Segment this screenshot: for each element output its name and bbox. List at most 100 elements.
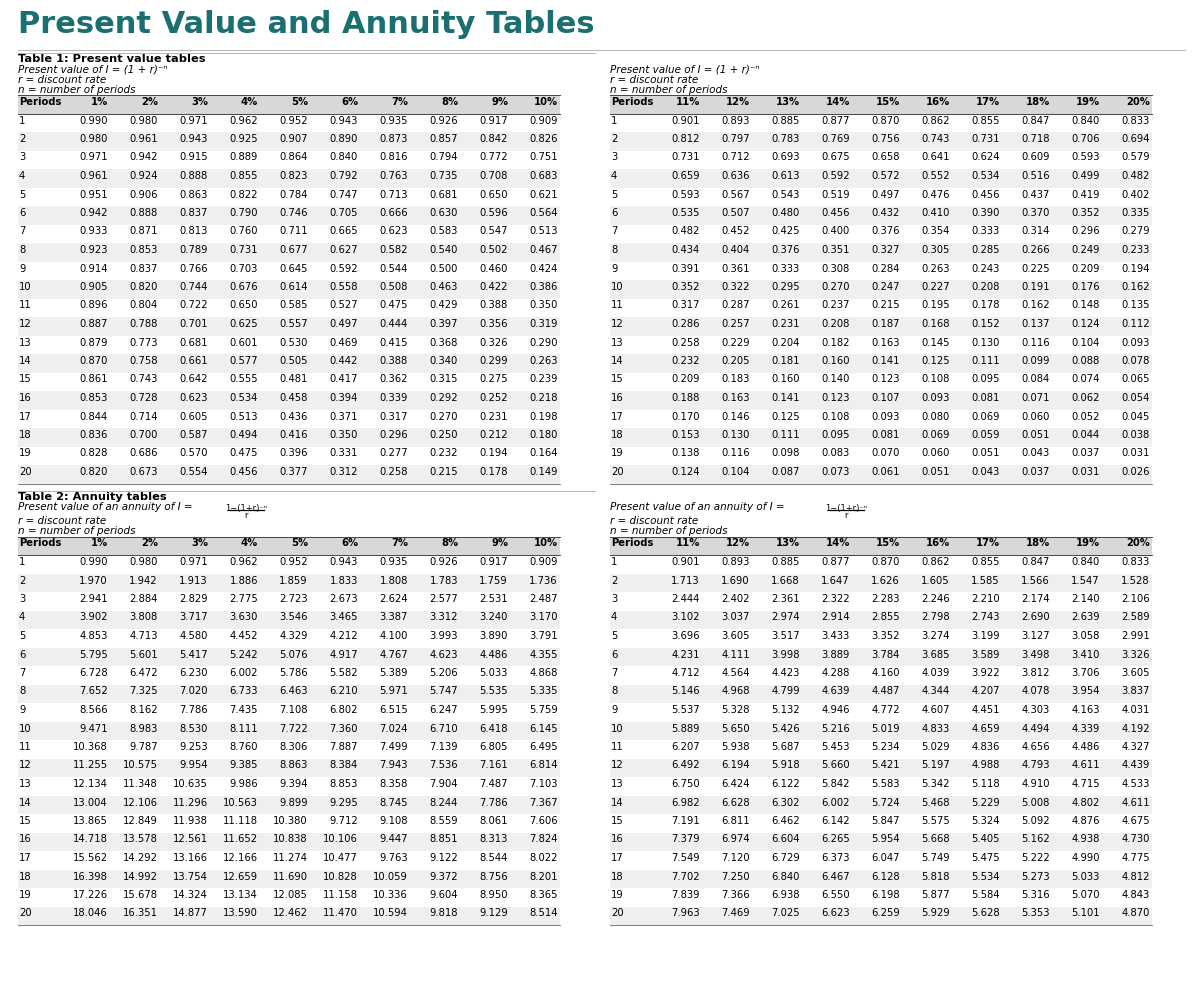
Text: 0.888: 0.888 — [130, 208, 158, 218]
Text: 6.515: 6.515 — [379, 705, 408, 715]
Text: 0.037: 0.037 — [1021, 467, 1050, 477]
Text: 5.206: 5.206 — [430, 668, 458, 678]
Text: 10.635: 10.635 — [173, 779, 208, 789]
Text: 0.971: 0.971 — [179, 557, 208, 567]
Text: 0.828: 0.828 — [79, 448, 108, 458]
Text: 0.183: 0.183 — [721, 374, 750, 384]
Text: 5%: 5% — [290, 539, 308, 548]
Text: 1−(1+r)⁻ⁿ: 1−(1+r)⁻ⁿ — [824, 504, 868, 513]
Text: 8.760: 8.760 — [229, 742, 258, 752]
Text: 16: 16 — [611, 835, 624, 844]
Text: 5.877: 5.877 — [922, 890, 950, 900]
Text: 9%: 9% — [491, 97, 508, 107]
Text: 7.139: 7.139 — [430, 742, 458, 752]
Text: 0.636: 0.636 — [721, 171, 750, 181]
Text: 0.758: 0.758 — [130, 356, 158, 366]
Text: 15: 15 — [611, 816, 624, 826]
Bar — [610, 354, 1152, 372]
Text: 17: 17 — [611, 412, 624, 422]
Text: 0.205: 0.205 — [721, 356, 750, 366]
Text: 6.982: 6.982 — [671, 798, 700, 808]
Text: 0.104: 0.104 — [1072, 338, 1100, 347]
Text: 0.419: 0.419 — [1072, 189, 1100, 200]
Bar — [18, 132, 560, 150]
Bar — [610, 796, 1152, 814]
Text: 0.181: 0.181 — [772, 356, 800, 366]
Text: 0.659: 0.659 — [671, 171, 700, 181]
Text: 5.353: 5.353 — [1021, 909, 1050, 919]
Text: 7.943: 7.943 — [379, 760, 408, 770]
Text: 0.516: 0.516 — [1021, 171, 1050, 181]
Text: 0.962: 0.962 — [229, 116, 258, 126]
Text: 5.197: 5.197 — [922, 760, 950, 770]
Text: 11.274: 11.274 — [274, 853, 308, 863]
Text: 12.659: 12.659 — [223, 871, 258, 881]
Text: 0.505: 0.505 — [280, 356, 308, 366]
Text: 2.531: 2.531 — [479, 594, 508, 604]
Text: 6.424: 6.424 — [721, 779, 750, 789]
Text: 0.123: 0.123 — [871, 374, 900, 384]
Text: 0.124: 0.124 — [672, 467, 700, 477]
Text: 9.604: 9.604 — [430, 890, 458, 900]
Bar — [18, 647, 560, 666]
Text: 5.234: 5.234 — [871, 742, 900, 752]
Text: 15: 15 — [611, 374, 624, 384]
Text: 5.316: 5.316 — [1021, 890, 1050, 900]
Text: 0.335: 0.335 — [1122, 208, 1150, 218]
Text: 9: 9 — [611, 263, 617, 273]
Text: 0.890: 0.890 — [330, 134, 358, 144]
Text: 0.942: 0.942 — [130, 152, 158, 162]
Bar — [610, 833, 1152, 851]
Text: 0.585: 0.585 — [280, 301, 308, 311]
Text: 0.258: 0.258 — [379, 467, 408, 477]
Bar — [18, 428, 560, 446]
Text: 3.954: 3.954 — [1072, 686, 1100, 697]
Text: 7.103: 7.103 — [529, 779, 558, 789]
Bar — [610, 132, 1152, 150]
Text: 0.188: 0.188 — [672, 393, 700, 403]
Text: 0.889: 0.889 — [229, 152, 258, 162]
Text: 4.793: 4.793 — [1021, 760, 1050, 770]
Text: 4.656: 4.656 — [1021, 742, 1050, 752]
Text: 18%: 18% — [1026, 97, 1050, 107]
Text: 6.122: 6.122 — [772, 779, 800, 789]
Text: 2.624: 2.624 — [379, 594, 408, 604]
Text: 0.141: 0.141 — [871, 356, 900, 366]
Text: 0.879: 0.879 — [79, 338, 108, 347]
Text: 0.700: 0.700 — [130, 430, 158, 440]
Text: 0.052: 0.052 — [1072, 412, 1100, 422]
Text: r = discount rate: r = discount rate — [18, 517, 107, 527]
Text: 0.275: 0.275 — [479, 374, 508, 384]
Text: 2.322: 2.322 — [821, 594, 850, 604]
Text: 0.279: 0.279 — [1121, 227, 1150, 237]
Text: 2.444: 2.444 — [672, 594, 700, 604]
Text: 4.611: 4.611 — [1072, 760, 1100, 770]
Text: 0.794: 0.794 — [430, 152, 458, 162]
Text: 9.787: 9.787 — [130, 742, 158, 752]
Text: 5.889: 5.889 — [672, 724, 700, 734]
Text: 14.292: 14.292 — [124, 853, 158, 863]
Text: 5.938: 5.938 — [721, 742, 750, 752]
Text: 1.585: 1.585 — [971, 575, 1000, 585]
Text: 11.348: 11.348 — [124, 779, 158, 789]
Text: 0.812: 0.812 — [672, 134, 700, 144]
Text: 5.749: 5.749 — [922, 853, 950, 863]
Text: 0.844: 0.844 — [79, 412, 108, 422]
Text: Table 2: Annuity tables: Table 2: Annuity tables — [18, 491, 167, 502]
Bar — [610, 280, 1152, 299]
Text: 5.475: 5.475 — [971, 853, 1000, 863]
Text: 9.712: 9.712 — [329, 816, 358, 826]
Text: 1%: 1% — [91, 97, 108, 107]
Text: 0.340: 0.340 — [430, 356, 458, 366]
Text: 3: 3 — [611, 152, 617, 162]
Text: 0.296: 0.296 — [1072, 227, 1100, 237]
Text: 2.589: 2.589 — [1121, 613, 1150, 623]
Text: 0.772: 0.772 — [479, 152, 508, 162]
Text: 0.469: 0.469 — [330, 338, 358, 347]
Text: 8.061: 8.061 — [480, 816, 508, 826]
Text: 0.351: 0.351 — [822, 245, 850, 255]
Text: 0.108: 0.108 — [822, 412, 850, 422]
Text: 2.361: 2.361 — [772, 594, 800, 604]
Text: 0.452: 0.452 — [721, 227, 750, 237]
Text: 9.471: 9.471 — [79, 724, 108, 734]
